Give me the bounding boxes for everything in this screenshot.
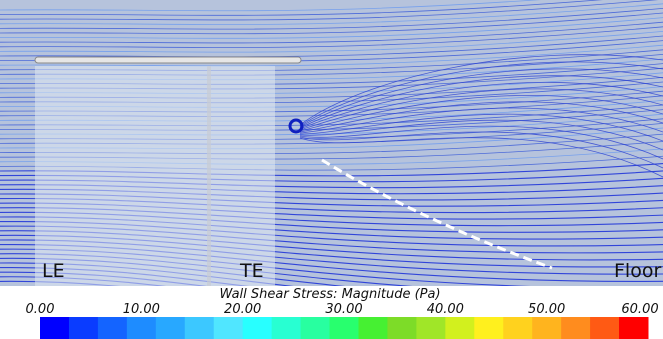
colorbar-swatch [561,317,590,339]
colorbar-title: Wall Shear Stress: Magnitude (Pa) [219,287,440,302]
colorbar-swatch [619,317,648,339]
colorbar-tick-label: 50.00 [528,302,565,317]
colorbar-swatch [243,317,272,339]
colorbar-tick-label: 40.00 [427,302,464,317]
colorbar-swatch [590,317,619,339]
colorbar-swatch [474,317,503,339]
label-floor: Floor [614,260,661,282]
colorbar-swatch [358,317,387,339]
colorbar-swatch [445,317,474,339]
label-le: LE [42,260,65,282]
colorbar-swatch [272,317,301,339]
wing-edge [207,66,211,286]
colorbar-tick-label: 30.00 [325,302,362,317]
wing-body [35,66,275,286]
colorbar-swatch [416,317,445,339]
visualization: LE TE Floor Wall Shear Stress: Magnitude… [0,0,663,339]
colorbar-swatch [330,317,359,339]
label-te: TE [239,260,264,282]
colorbar-tick-label: 0.00 [26,302,55,317]
colorbar-swatch [156,317,185,339]
colorbar-swatch [387,317,416,339]
colorbar-swatch [185,317,214,339]
wing-plate [35,57,301,63]
colorbar-swatch [532,317,561,339]
colorbar-swatch [98,317,127,339]
colorbar-swatch [40,317,69,339]
colorbar: 0.00 10.00 20.00 30.00 40.00 50.00 60.00 [26,302,659,339]
colorbar-swatch [69,317,98,339]
colorbar-swatch [127,317,156,339]
colorbar-tick-label: 20.00 [224,302,261,317]
colorbar-swatch [301,317,330,339]
colorbar-tick-label: 10.00 [123,302,160,317]
colorbar-swatch [214,317,243,339]
colorbar-tick-label: 60.00 [621,302,658,317]
colorbar-swatch [503,317,532,339]
